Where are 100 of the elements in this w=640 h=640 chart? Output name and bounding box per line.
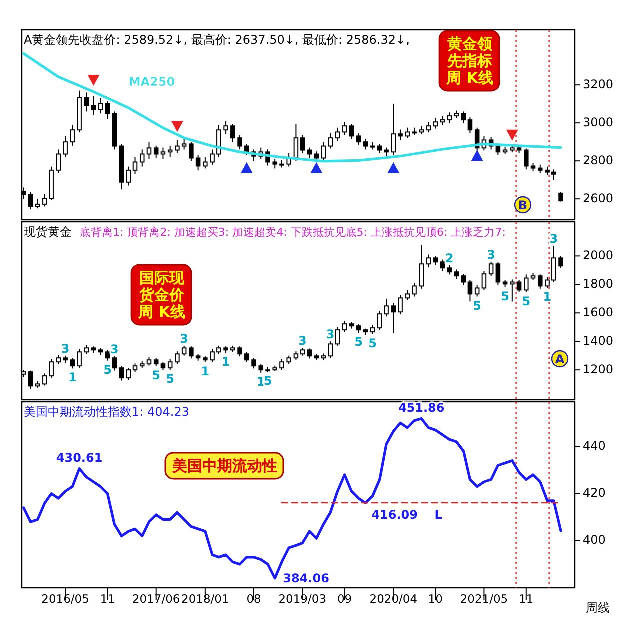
candlestick [419,244,424,290]
y-tick-label: 1600 [583,305,614,320]
candlestick [398,129,403,141]
candlestick [328,341,333,358]
candlestick [98,98,104,114]
candlestick [140,149,145,168]
candlestick [132,156,138,175]
candlestick [426,122,432,134]
annotation: 3 [298,334,307,348]
y-tick-label: 1400 [583,334,614,348]
annotation: 黄金领先指标周 K线 [446,35,494,87]
annotation: 3 [487,248,496,262]
annotation: 美国中期流动性 [172,457,278,475]
annotation: 451.86 [398,400,445,415]
candlestick [405,290,410,301]
annotation: 416.09 [372,508,418,522]
annotation: 3 [180,332,189,346]
y-tick-label: 440 [583,439,606,454]
candlestick [28,370,34,390]
candlestick [189,142,194,162]
x-tick-label: 2019/03 [278,592,327,606]
candlestick [63,136,68,158]
candlestick [196,154,201,172]
candlestick [391,103,396,156]
candlestick [454,269,460,280]
y-tick-label: 2800 [583,153,614,168]
annotation: A [555,352,566,366]
point [388,162,400,174]
point [471,150,484,162]
candlestick [342,320,348,333]
point [240,162,253,174]
candlestick [230,124,236,143]
candlestick [524,274,529,293]
annotation: 1 [201,364,210,378]
candlestick [433,256,438,266]
y-tick-label: 2600 [583,191,614,206]
candlestick [77,348,82,368]
candlestick [496,262,501,286]
marker-label: B [514,196,532,214]
candlestick [244,352,250,363]
annotation: 5 [501,290,510,304]
marker-label: A [551,350,569,368]
annotation: 3 [326,328,335,342]
candlestick [461,111,466,124]
point [171,121,184,132]
annotation: 3 [110,342,119,357]
candlestick [321,142,326,162]
y-tick-label: 3200 [583,77,614,92]
candlestick [356,133,362,146]
y-tick-label: 1800 [583,276,614,291]
candlestick [70,124,76,146]
candlestick [160,147,166,160]
candlestick [363,138,368,150]
candlestick [307,348,312,360]
candlestick [426,254,432,268]
x-tick-label: 11 [100,592,116,606]
candlestick [538,274,543,290]
x-tick-label: 2021/05 [460,592,508,606]
candlestick [405,127,410,139]
x-tick-label: 2020/04 [370,592,418,606]
candlestick [474,284,480,298]
x-tick-label: 09 [337,592,352,606]
candlestick [182,345,187,356]
annotation: 5 [522,294,531,308]
annotation: 5 [264,374,272,388]
chart-title: 现货黄金 [24,225,72,239]
candlestick [328,133,333,150]
badge: 美国中期流动性 [164,452,284,480]
annotation: 1 [256,374,266,389]
candlestick [28,192,34,210]
annotation: L [434,508,443,522]
candlestick [280,358,284,371]
candlestick [126,367,132,381]
text: 周线 [586,601,610,615]
candlestick [252,357,256,370]
x-tick-label: 08 [246,592,262,606]
candlestick [398,294,403,316]
y-tick-label: 2000 [583,248,614,262]
candlestick [224,120,228,135]
annotation: 1 [222,355,230,370]
chart-subtitle: 底背离1: 顶背离2: 加速超买3: 加速超卖4: 下跌抵抗见底5: 上涨抵抗见顶6: 上涨乏力7: [80,226,506,239]
candlestick [488,261,494,277]
candlestick [189,346,194,360]
candlestick [307,147,312,159]
candlestick [335,326,340,346]
candlestick [84,344,90,355]
candlestick [447,264,452,276]
chart-title: 美国中期流动性指数1: 404.23 [24,405,190,419]
candlestick [447,112,452,124]
x-tick-label: 2016/05 [42,592,90,606]
candlestick [433,118,438,130]
annotation: 384.06 [283,571,330,586]
candlestick [126,166,132,186]
candlestick [342,122,348,136]
chart-title: A黄金领先收盘价: 2589.52↓, 最高价: 2637.50↓, 最低价: 2586.32↓, [24,33,410,47]
annotation: 2 [445,251,454,266]
candlestick [238,134,242,150]
candlestick [482,270,487,291]
candlestick [349,124,354,140]
x-tick-label: 11 [519,592,534,606]
